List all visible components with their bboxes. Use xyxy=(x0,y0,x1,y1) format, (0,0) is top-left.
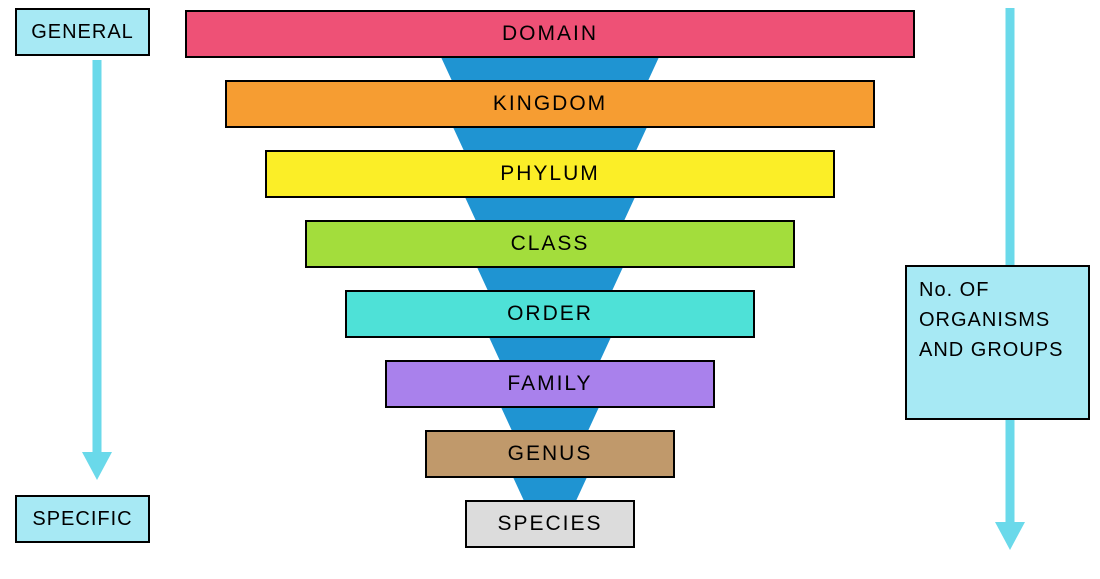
taxonomy-level-label: SPECIES xyxy=(497,512,602,536)
taxonomy-level-genus: GENUS xyxy=(425,430,675,478)
organisms-label-text: No. OF ORGANISMS AND GROUPS xyxy=(907,267,1088,373)
taxonomy-level-label: ORDER xyxy=(507,302,593,326)
pyramid-connector xyxy=(465,196,636,222)
taxonomy-level-label: FAMILY xyxy=(507,372,592,396)
taxonomy-level-order: ORDER xyxy=(345,290,755,338)
left-arrow-shaft xyxy=(93,60,102,454)
taxonomy-level-phylum: PHYLUM xyxy=(265,150,835,198)
specific-label-text: SPECIFIC xyxy=(32,508,132,531)
taxonomy-level-class: CLASS xyxy=(305,220,795,268)
taxonomy-level-label: GENUS xyxy=(508,442,593,466)
pyramid-connector xyxy=(489,336,612,362)
taxonomy-level-domain: DOMAIN xyxy=(185,10,915,58)
general-label-text: GENERAL xyxy=(31,21,134,44)
pyramid-connector xyxy=(477,266,624,292)
pyramid-connector xyxy=(513,476,588,502)
organisms-label: No. OF ORGANISMS AND GROUPS xyxy=(905,265,1090,420)
right-arrow-head xyxy=(995,522,1025,550)
taxonomy-level-label: CLASS xyxy=(511,232,590,256)
left-arrow-head xyxy=(82,452,112,480)
taxonomy-level-label: DOMAIN xyxy=(502,22,598,46)
specific-label: SPECIFIC xyxy=(15,495,150,543)
taxonomy-level-label: PHYLUM xyxy=(500,162,600,186)
pyramid-connector xyxy=(501,406,600,432)
taxonomy-level-label: KINGDOM xyxy=(493,92,607,116)
taxonomy-level-family: FAMILY xyxy=(385,360,715,408)
pyramid-connector xyxy=(441,56,660,82)
taxonomy-level-kingdom: KINGDOM xyxy=(225,80,875,128)
left-arrow xyxy=(82,60,112,480)
taxonomy-level-species: SPECIES xyxy=(465,500,635,548)
general-label: GENERAL xyxy=(15,8,150,56)
pyramid-connector xyxy=(453,126,648,152)
